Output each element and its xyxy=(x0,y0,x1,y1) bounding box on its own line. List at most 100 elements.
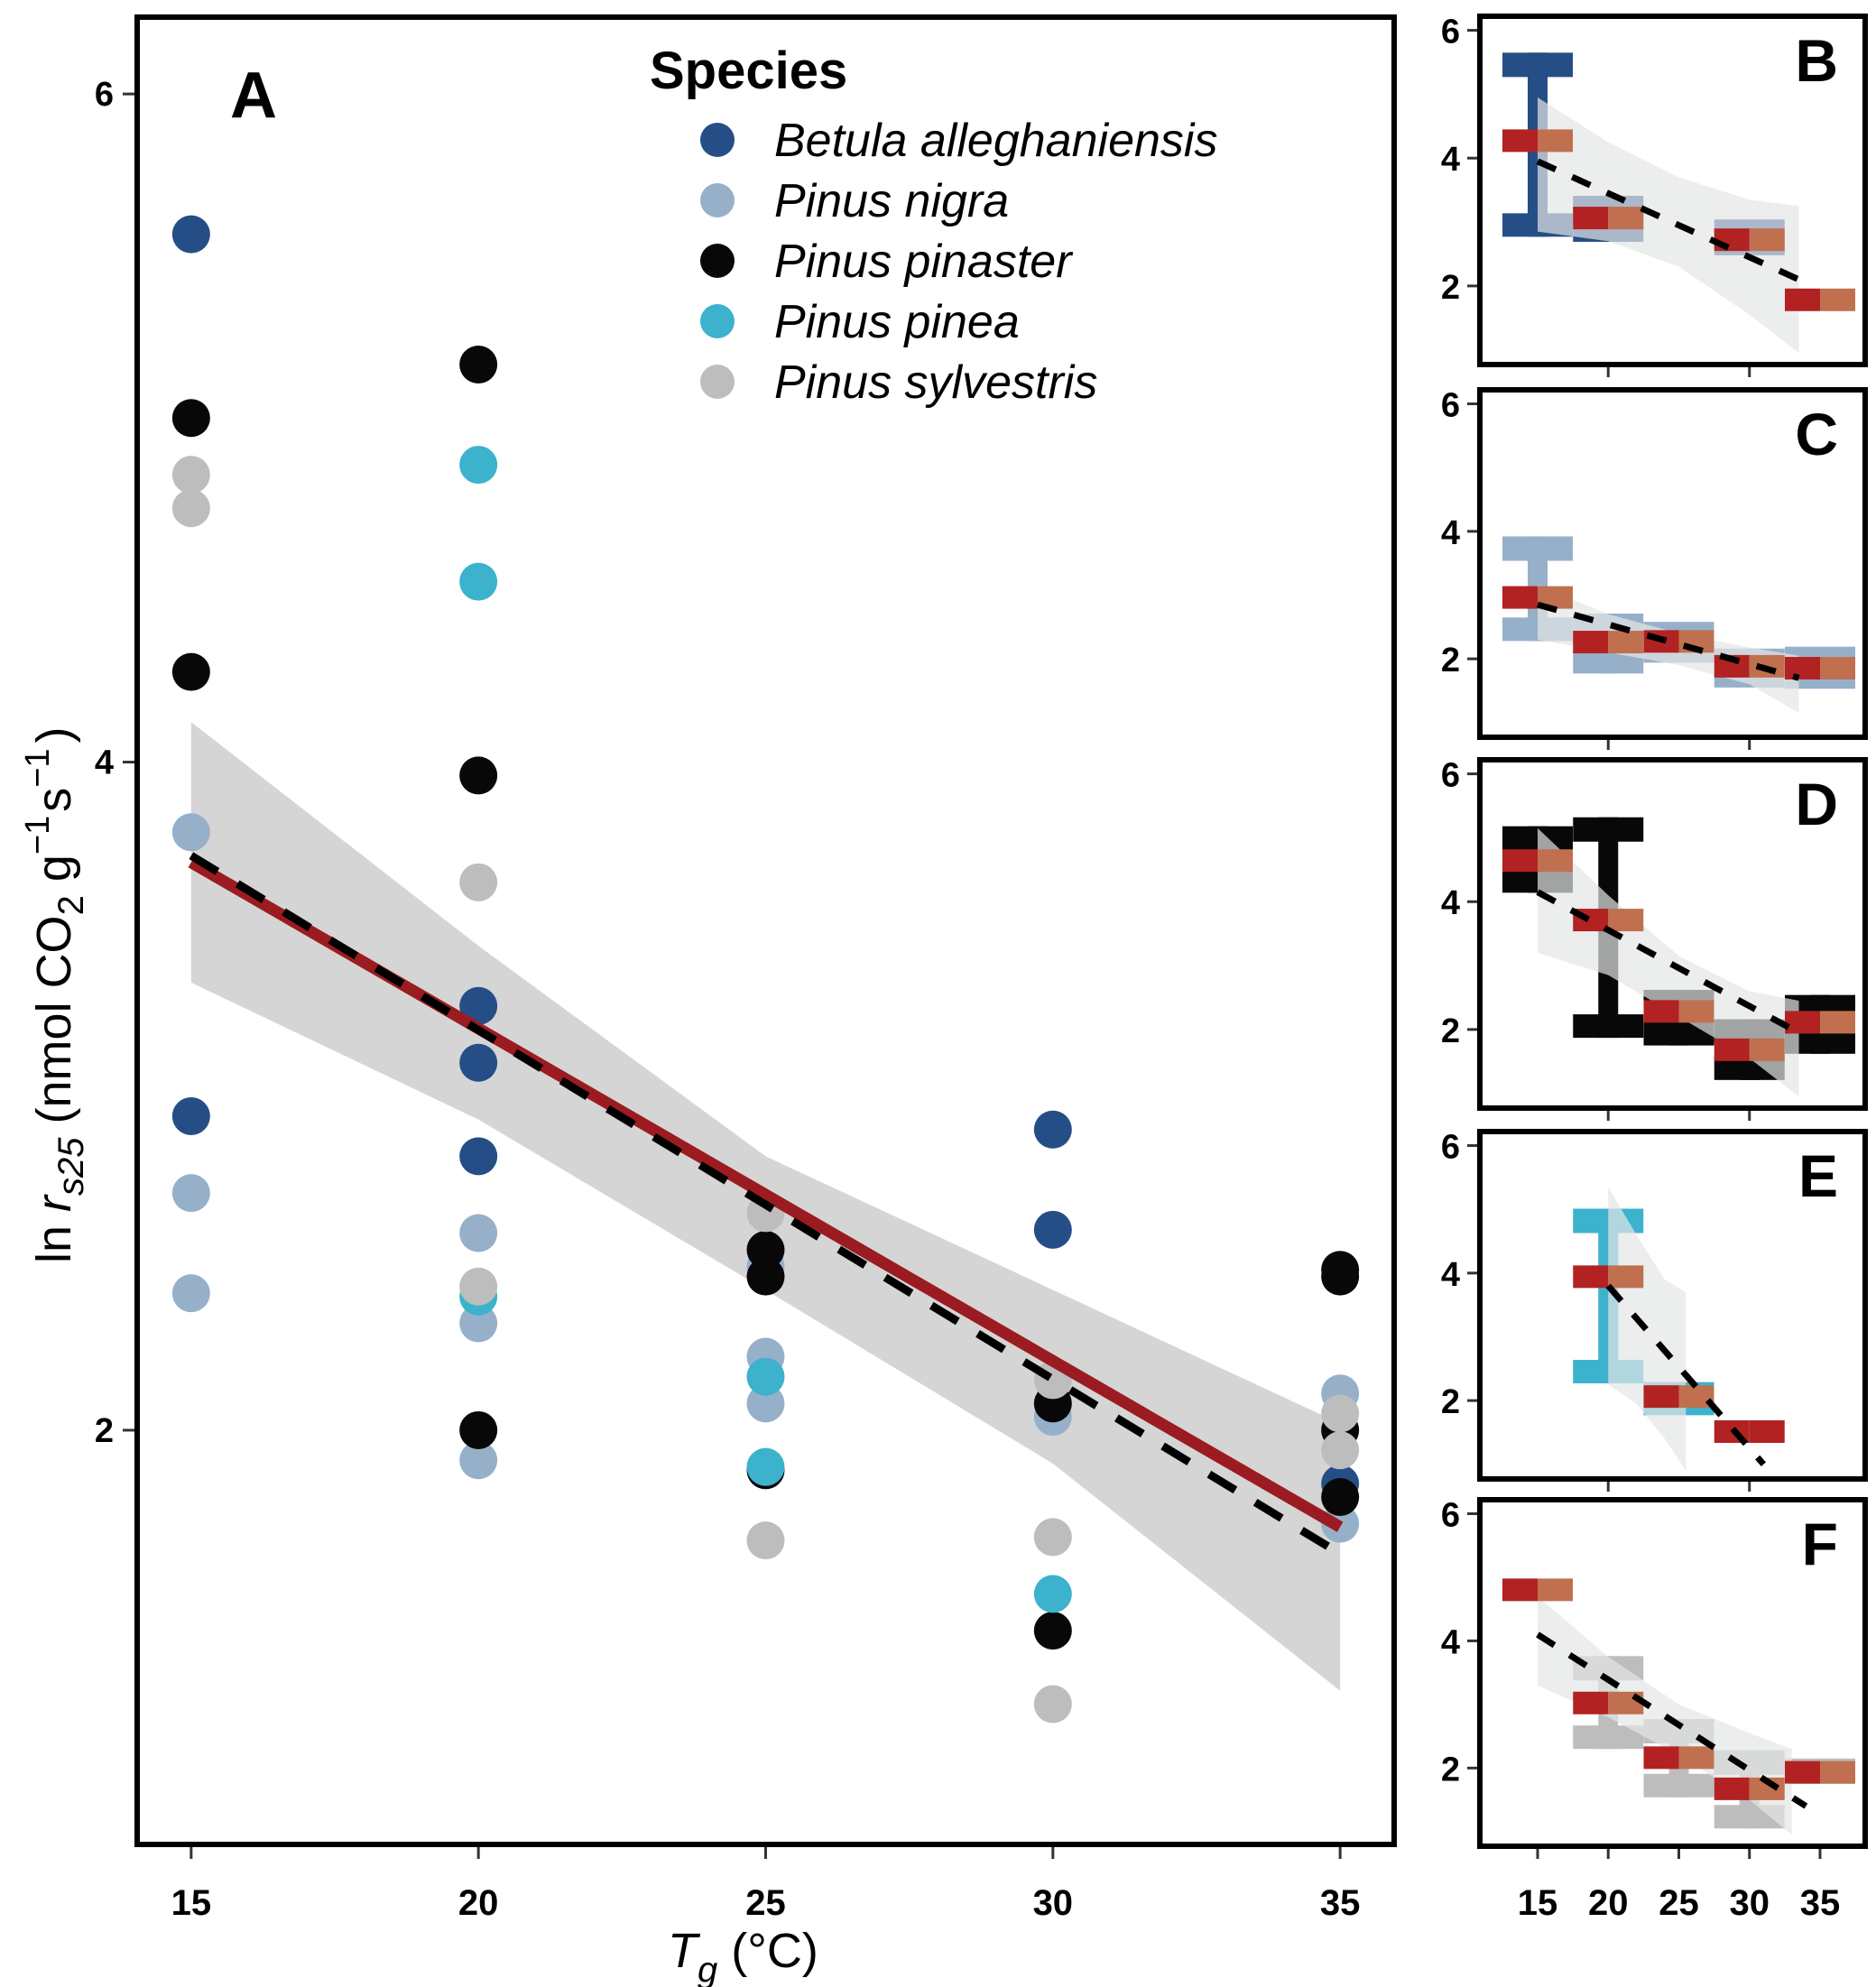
mean-marker-right xyxy=(1749,1038,1785,1061)
data-point xyxy=(1033,1575,1072,1613)
x-tick-label: 20 xyxy=(458,1883,499,1923)
linear-fit-dashed-line xyxy=(1536,889,1801,1036)
y-tick-label: 2 xyxy=(1441,1012,1460,1050)
mean-marker-right xyxy=(1678,1000,1714,1023)
data-point xyxy=(459,1267,498,1306)
mean-marker-left xyxy=(1573,631,1609,654)
mean-marker-left xyxy=(1502,849,1538,873)
confidence-band-area xyxy=(1538,827,1799,1097)
mean-marker-right xyxy=(1538,129,1573,152)
data-point xyxy=(171,1274,210,1313)
y-tick-label: 4 xyxy=(1441,884,1460,922)
mean-marker-left xyxy=(1573,207,1609,230)
panel-label-e: E xyxy=(1798,1142,1838,1209)
linear-fit-dashed-line xyxy=(1536,158,1800,282)
data-point xyxy=(1321,1257,1360,1296)
y-tick-label: 2 xyxy=(1441,1383,1460,1421)
mean-marker-left xyxy=(1573,1265,1609,1289)
x-axis-title-main: T xyxy=(668,1924,701,1978)
species-panels: B 2 4 6 C 2 4 6 D 2 4 6 E 2 4 6 F 2 4 6 15 20 25 30 35 xyxy=(1441,14,1868,1923)
panel-label-d: D xyxy=(1795,771,1838,837)
panel-e: E 2 4 6 xyxy=(1441,1129,1868,1492)
panel-label-f: F xyxy=(1802,1511,1838,1577)
data-point xyxy=(171,813,210,852)
legend-marker xyxy=(700,244,735,278)
mean-marker-right xyxy=(1608,207,1644,230)
y-title-unit-close: ) xyxy=(27,726,81,743)
mean-marker-left xyxy=(1643,1746,1679,1770)
mean-marker-left xyxy=(1502,129,1538,152)
data-point xyxy=(1321,1477,1360,1516)
data-point xyxy=(171,456,210,494)
panel-b: B 2 4 6 xyxy=(1441,14,1868,377)
mean-marker-right xyxy=(1749,228,1785,252)
mean-marker-left xyxy=(1714,1777,1750,1800)
x-tick-label: 15 xyxy=(171,1883,212,1923)
data-point xyxy=(459,1304,498,1343)
legend: Species Betula alleghaniensis Pinus nigra… xyxy=(650,42,1217,409)
y-tick-label: 2 xyxy=(1441,269,1460,307)
x-axis-title: Tg (°C) xyxy=(668,1924,818,1987)
mean-marker-right xyxy=(1820,657,1855,679)
x-tick-label: 35 xyxy=(1320,1883,1361,1923)
mean-marker-right xyxy=(1820,288,1855,311)
y-tick-label: 4 xyxy=(1441,1623,1460,1661)
data-point xyxy=(746,1257,785,1296)
panel-d: D 2 4 6 xyxy=(1441,757,1868,1121)
y-tick-label: 2 xyxy=(1441,1751,1460,1788)
mean-marker-left xyxy=(1785,1011,1820,1034)
x-axis-title-sub: g xyxy=(698,1950,717,1987)
mean-marker-left xyxy=(1785,288,1820,311)
data-point xyxy=(459,346,498,384)
confidence-band-area xyxy=(1608,1187,1687,1471)
y-axis-title: ln rs25 (nmol CO2 g−1s−1) xyxy=(19,726,91,1263)
legend-title: Species xyxy=(650,42,847,100)
y-title-r: r xyxy=(27,1194,81,1212)
data-point xyxy=(746,1384,785,1423)
panel-label-b: B xyxy=(1795,27,1838,94)
y-tick-label: 4 xyxy=(95,744,114,782)
data-point xyxy=(171,399,210,438)
data-point xyxy=(459,756,498,795)
data-point xyxy=(459,562,498,601)
data-point xyxy=(1321,1394,1360,1433)
y-tick-label: 4 xyxy=(1441,141,1460,179)
x-tick-label: 15 xyxy=(1518,1883,1558,1923)
data-point xyxy=(1033,1518,1072,1557)
regression-lines xyxy=(188,852,1344,1557)
mean-marker-right xyxy=(1538,1578,1573,1602)
mean-marker-right xyxy=(1538,849,1573,873)
x-axis-title-unit: (°C) xyxy=(717,1924,818,1978)
panel-f: F 2 4 6 15 20 25 30 35 xyxy=(1441,1497,1868,1923)
y-tick-label: 6 xyxy=(1441,1129,1460,1167)
y-title-r-sub: s25 xyxy=(51,1137,91,1196)
y-tick-label: 6 xyxy=(1441,387,1460,425)
x-tick-label: 20 xyxy=(1588,1883,1629,1923)
data-point xyxy=(171,1096,210,1135)
data-point xyxy=(459,1410,498,1449)
y-title-s-sup: −1 xyxy=(19,748,57,787)
y-title-unit-open: (nmol CO xyxy=(27,915,81,1137)
mean-marker-left xyxy=(1502,586,1538,609)
y-title-ln: ln xyxy=(27,1212,81,1263)
y-title-co2-sub: 2 xyxy=(51,895,91,915)
linear-fit-dashed-line xyxy=(1537,601,1800,681)
data-point xyxy=(459,863,498,901)
legend-marker xyxy=(700,123,735,157)
y-tick-label: 6 xyxy=(1441,757,1460,795)
y-title-s: s xyxy=(27,788,81,812)
data-point xyxy=(459,1441,498,1480)
linear-fit-dashed-line xyxy=(1605,1283,1767,1467)
mean-marker-left xyxy=(1573,1691,1609,1714)
plot-frame xyxy=(1477,1497,1868,1849)
axes: 15 20 25 30 35 2 4 6 xyxy=(95,76,1361,1923)
data-point xyxy=(1321,1431,1360,1470)
data-point xyxy=(1033,1210,1072,1249)
y-title-g-sup: −1 xyxy=(19,816,57,855)
legend-marker xyxy=(700,365,735,399)
confidence-band-area xyxy=(1538,1596,1792,1835)
mean-marker-left xyxy=(1785,657,1820,679)
mean-marker-right xyxy=(1608,1265,1644,1289)
mean-marker-right xyxy=(1608,631,1644,654)
mean-marker-right xyxy=(1608,909,1644,932)
